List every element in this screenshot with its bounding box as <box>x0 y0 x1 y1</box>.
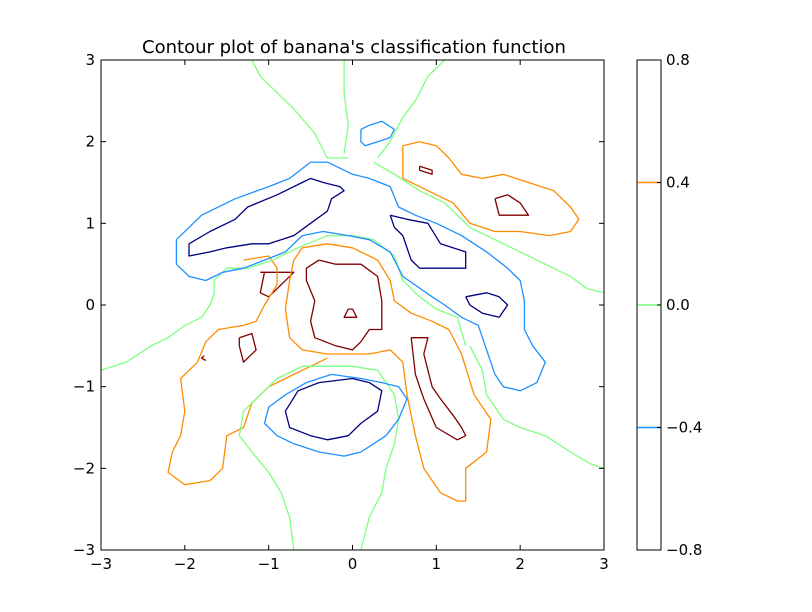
y-tick-label: −3 <box>73 541 95 559</box>
colorbar-tick-label: −0.4 <box>666 419 702 437</box>
contour-level-0_8-path-6 <box>343 308 358 318</box>
contour-level-0_4-path-1 <box>167 255 328 486</box>
y-tick-label: 0 <box>85 296 95 314</box>
contour-level-neg0_8-path-1 <box>389 214 467 269</box>
contour-level-0-path-0 <box>251 60 349 159</box>
x-tick-label: 1 <box>432 555 442 573</box>
plot-area: −3 −2 −1 0 1 2 3 −3 −2 −1 0 1 2 3 <box>73 51 609 573</box>
y-tick-label: 1 <box>85 214 95 232</box>
colorbar: 0.8 0.4 0.0 −0.4 −0.8 <box>636 51 702 559</box>
x-tick-label: −2 <box>174 555 196 573</box>
x-tick-label: 2 <box>515 555 525 573</box>
contour-lines <box>101 60 604 550</box>
contour-level-0-path-5 <box>101 267 228 371</box>
contour-level-0_8-path-3 <box>494 194 530 216</box>
contour-level-0-path-7 <box>302 365 400 550</box>
contour-level-0-path-8 <box>469 345 604 469</box>
colorbar-tick-label: 0.8 <box>666 51 690 69</box>
contour-level-0-path-3 <box>373 161 604 294</box>
contour-level-0_8-path-0 <box>305 259 383 351</box>
x-tick-label: 3 <box>599 555 609 573</box>
contour-level-0_4-path-2 <box>402 141 580 237</box>
contour-level-0_8-path-5 <box>238 332 257 363</box>
contour-level-neg0_4-path-0 <box>175 161 546 392</box>
contour-level-0-path-2 <box>377 60 446 159</box>
contour-level-0_4-path-0 <box>284 243 492 502</box>
chart-title: Contour plot of banana's classification … <box>142 37 566 58</box>
contour-level-neg0_8-path-3 <box>284 377 383 441</box>
contour-level-0_8-path-4 <box>418 165 433 175</box>
plot-frame <box>100 59 605 551</box>
contour-level-neg0_4-path-2 <box>263 373 408 457</box>
contour-level-neg0_8-path-2 <box>465 292 509 318</box>
contour-level-0-path-6 <box>238 365 303 550</box>
x-axis: −3 −2 −1 0 1 2 3 <box>90 60 609 573</box>
contour-level-0-path-1 <box>343 60 349 154</box>
colorbar-tick-label: 0.4 <box>666 174 690 192</box>
y-tick-label: 3 <box>85 51 95 69</box>
x-tick-label: 0 <box>348 555 358 573</box>
y-axis: −3 −2 −1 0 1 2 3 <box>73 51 604 559</box>
colorbar-tick-label: −0.8 <box>666 541 702 559</box>
contour-level-0_8-path-7 <box>200 355 207 362</box>
y-tick-label: −2 <box>73 459 95 477</box>
y-tick-label: −1 <box>73 378 95 396</box>
x-tick-label: −3 <box>90 555 112 573</box>
colorbar-tick-label: 0.0 <box>666 296 690 314</box>
y-tick-label: 2 <box>85 133 95 151</box>
x-tick-label: −1 <box>258 555 280 573</box>
contour-level-neg0_4-path-1 <box>360 120 396 147</box>
contour-level-0-path-4 <box>226 234 467 346</box>
contour-level-0_8-path-2 <box>410 337 467 441</box>
contour-level-0_8-path-1 <box>259 271 295 298</box>
colorbar-ticks: 0.8 0.4 0.0 −0.4 −0.8 <box>657 51 702 559</box>
contour-level-neg0_8-path-0 <box>188 177 345 257</box>
